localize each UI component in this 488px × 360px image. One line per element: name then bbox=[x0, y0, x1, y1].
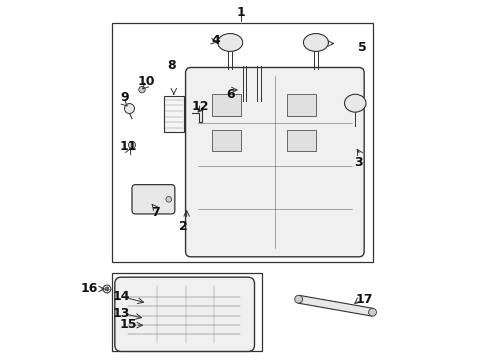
FancyBboxPatch shape bbox=[185, 67, 364, 257]
Circle shape bbox=[103, 285, 111, 293]
Text: 9: 9 bbox=[120, 91, 129, 104]
Bar bbox=[287, 130, 315, 152]
Text: 15: 15 bbox=[120, 318, 137, 331]
Circle shape bbox=[128, 141, 135, 149]
Bar bbox=[112, 273, 262, 351]
Text: 2: 2 bbox=[179, 220, 188, 233]
Ellipse shape bbox=[303, 33, 328, 51]
FancyBboxPatch shape bbox=[132, 185, 175, 214]
Ellipse shape bbox=[217, 33, 242, 51]
Circle shape bbox=[165, 197, 171, 202]
Text: 13: 13 bbox=[112, 307, 130, 320]
Bar bbox=[164, 96, 183, 132]
Text: 8: 8 bbox=[166, 59, 175, 72]
Bar bbox=[112, 23, 372, 262]
Circle shape bbox=[124, 104, 134, 113]
Text: 6: 6 bbox=[225, 88, 234, 101]
Text: 3: 3 bbox=[354, 156, 363, 168]
Text: 12: 12 bbox=[191, 100, 208, 113]
Circle shape bbox=[368, 308, 376, 316]
Bar bbox=[287, 94, 315, 116]
Text: 10: 10 bbox=[137, 75, 155, 88]
Text: 7: 7 bbox=[150, 206, 159, 219]
Ellipse shape bbox=[344, 94, 365, 112]
Circle shape bbox=[139, 86, 145, 93]
Text: 4: 4 bbox=[211, 34, 220, 47]
Text: 16: 16 bbox=[80, 283, 98, 296]
Polygon shape bbox=[297, 295, 372, 316]
Bar bbox=[212, 130, 241, 152]
Text: 11: 11 bbox=[120, 140, 137, 153]
Text: 14: 14 bbox=[112, 289, 130, 303]
Text: 5: 5 bbox=[357, 41, 366, 54]
Circle shape bbox=[105, 287, 108, 291]
FancyBboxPatch shape bbox=[115, 277, 254, 351]
Bar bbox=[212, 94, 241, 116]
Text: 1: 1 bbox=[236, 6, 245, 19]
Text: 17: 17 bbox=[355, 293, 372, 306]
Circle shape bbox=[294, 295, 302, 303]
